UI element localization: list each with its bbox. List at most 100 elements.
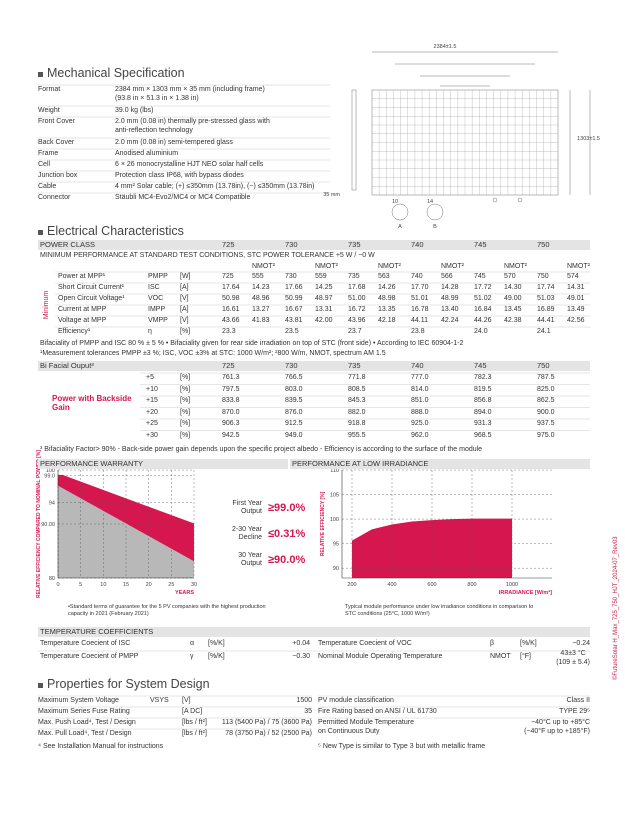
y-tick-label: 90: [333, 566, 339, 572]
unit: [%]: [180, 385, 191, 393]
spec-value: 2.0 mm (0.08 in) thermally pre-stressed …: [115, 118, 270, 134]
cell-value: 574: [567, 273, 579, 280]
header-label: Bi Facial Ouput³: [40, 361, 94, 370]
coef-value: −0.30: [292, 653, 310, 660]
coef-value: +0.04: [292, 640, 310, 647]
cell-value: 882.0: [348, 408, 366, 416]
cell-value: 23.8: [411, 328, 425, 335]
spec-label: Front Cover: [38, 118, 75, 125]
coef-label: Temperature Coecient of VOC: [318, 640, 412, 647]
series-line: [58, 474, 195, 525]
cell-value: 13.45: [504, 306, 522, 313]
cell-value: 851.0: [411, 397, 429, 404]
cell-value: 23.7: [348, 328, 362, 335]
cell-value: 761.3: [222, 374, 240, 381]
row-unit: [A]: [180, 306, 189, 313]
cell-value: 559: [315, 273, 327, 280]
cell-value: 16.72: [348, 306, 366, 313]
power-class: 735: [348, 240, 361, 249]
y-tick-label: 90.00: [41, 522, 55, 528]
cell-value: 13.31: [315, 306, 333, 313]
cell-value: 962.0: [411, 431, 429, 439]
cell-value: 44.26: [474, 317, 492, 324]
cell-value: 787.5: [537, 374, 555, 381]
cell-value: 17.64: [222, 284, 240, 291]
cell-value: 766.5: [285, 374, 303, 381]
spec-label: Back Cover: [38, 139, 75, 146]
x-tick-label: 5: [79, 582, 82, 588]
cell-value: 17.68: [348, 284, 366, 291]
coef-unit: [%/K]: [520, 640, 537, 647]
cell-value: 856.8: [474, 397, 492, 404]
coef-symbol: α: [190, 640, 195, 647]
cell-value: 24.1: [537, 328, 551, 335]
y-tick-label: 95: [333, 542, 339, 548]
series-line: [351, 518, 512, 542]
spec-value: Protection class IP68, with bypass diode…: [115, 172, 244, 179]
cell-value: 14.28: [441, 284, 459, 291]
cell-value: 566: [441, 273, 453, 280]
prop-unit: [A DC]: [182, 708, 203, 715]
spec-label: Weight: [38, 107, 60, 114]
x-tick-label: 20: [146, 582, 152, 588]
callout-value: ≥90.0%: [268, 554, 306, 566]
x-tick-label: 30: [191, 582, 197, 588]
row-symbol: PMPP: [148, 273, 168, 280]
prop-label: Maximum System Voltage: [38, 697, 119, 704]
header-label: TEMPERATURE COEFFICIENTS: [40, 627, 154, 636]
prop-value: 78 (3750 Pa) / 52 (2500 Pa): [225, 730, 312, 737]
prop-value: 113 (5400 Pa) / 75 (3600 Pa): [221, 719, 312, 726]
cell-value: 48.96: [252, 295, 270, 302]
cell-value: 876.0: [285, 408, 303, 416]
spec-value: 2.0 mm (0.08 in) semi-tempered glass: [115, 139, 233, 146]
cell-value: 16.61: [222, 306, 240, 313]
coef-label: Temperature Coecient of ISC: [40, 640, 131, 647]
cell-value: 937.5: [537, 420, 555, 427]
y-tick-label: 94: [49, 500, 55, 506]
cell-value: 50.99: [285, 295, 303, 302]
cell-value: 814.0: [411, 385, 429, 393]
spec-label: Cell: [38, 161, 51, 168]
cell-value: 13.49: [567, 306, 585, 313]
bullet: [38, 230, 43, 235]
row-name: Short Circuit Current¹: [58, 284, 125, 291]
cell-value: 931.3: [474, 420, 492, 427]
header-bar: [38, 459, 288, 469]
drawing-label: 14: [427, 199, 433, 205]
x-tick-label: 15: [123, 582, 129, 588]
drawing-label: 1303±1.5: [577, 136, 600, 142]
gain: +5: [146, 374, 154, 381]
cell-value: 16.84: [474, 306, 492, 313]
cell-value: 49.00: [504, 295, 522, 302]
row-unit: [W]: [180, 273, 191, 280]
unit: [%]: [180, 397, 191, 404]
x-tick-label: 800: [467, 582, 476, 588]
prop-label: Max. Pull Load⁴, Test / Design: [38, 730, 132, 737]
cell-value: 570: [504, 273, 516, 280]
row-name: Efficiency¹: [58, 328, 91, 335]
x-tick-label: 200: [347, 582, 356, 588]
spec-label: Connector: [38, 194, 71, 201]
y-tick-label: 100: [46, 468, 55, 474]
note: Bifaciality of PMPP and ISC 80 % ± 5 % •…: [40, 340, 464, 347]
cell-value: 14.26: [378, 284, 396, 291]
power-class: 745: [474, 240, 487, 249]
cell-value: 16.67: [285, 306, 303, 313]
callout-label: 2-30 Year Decline: [232, 526, 262, 541]
nmot-label: NMOT²: [315, 263, 338, 270]
power-class: 750: [537, 361, 550, 370]
cell-value: 23.5: [285, 328, 299, 335]
y-tick-label: 110: [330, 468, 339, 474]
drawing-label: 35 mm: [323, 192, 340, 198]
cell-value: 777.0: [411, 374, 429, 381]
prop-note: ⁴ See Installation Manual for instructio…: [38, 743, 164, 750]
prop-symbol: VSYS: [150, 697, 169, 704]
prop-note: ⁵ New Type is similar to Type 3 but with…: [318, 743, 486, 750]
y-tick-label: 80: [49, 576, 55, 582]
nmot-label: NMOT²: [252, 263, 275, 270]
cell-value: 41.83: [252, 317, 270, 324]
cell-value: 44.11: [411, 317, 428, 324]
power-class: 740: [411, 240, 424, 249]
prop-value: 35: [304, 708, 312, 715]
cell-value: 839.5: [285, 397, 303, 404]
